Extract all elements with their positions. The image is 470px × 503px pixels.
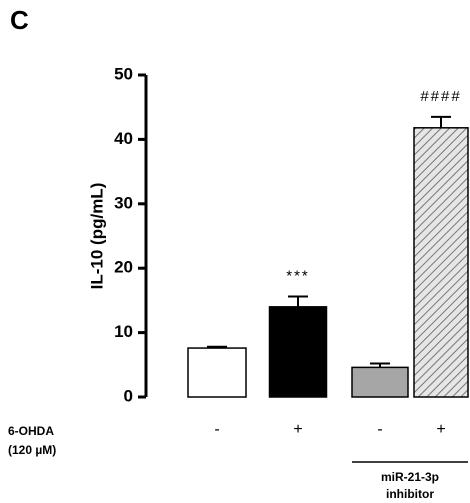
bar (268, 306, 328, 398)
y-axis-label: IL-10 (pg/mL) (87, 183, 106, 290)
treatment-label: 6-OHDA (8, 424, 54, 438)
y-tick-label: 40 (114, 129, 133, 148)
group-label: inhibitor (386, 487, 434, 501)
treatment-sublabel: (120 µM) (8, 443, 56, 457)
y-tick-label: 0 (124, 386, 133, 405)
significance-label: #### (420, 88, 461, 105)
bar (187, 347, 247, 398)
panel-label: C (10, 5, 29, 35)
treatment-sign: + (293, 421, 302, 438)
significance-label: *** (286, 268, 310, 285)
bar (413, 127, 469, 398)
y-tick-label: 30 (114, 193, 133, 212)
treatment-sign: - (214, 421, 219, 438)
group-label: miR-21-3p (381, 470, 439, 484)
y-tick-label: 10 (114, 322, 133, 341)
y-tick-label: 50 (114, 64, 133, 83)
treatment-sign: + (436, 421, 445, 438)
y-tick-label: 20 (114, 258, 133, 277)
treatment-sign: - (377, 421, 382, 438)
bar (351, 366, 409, 398)
